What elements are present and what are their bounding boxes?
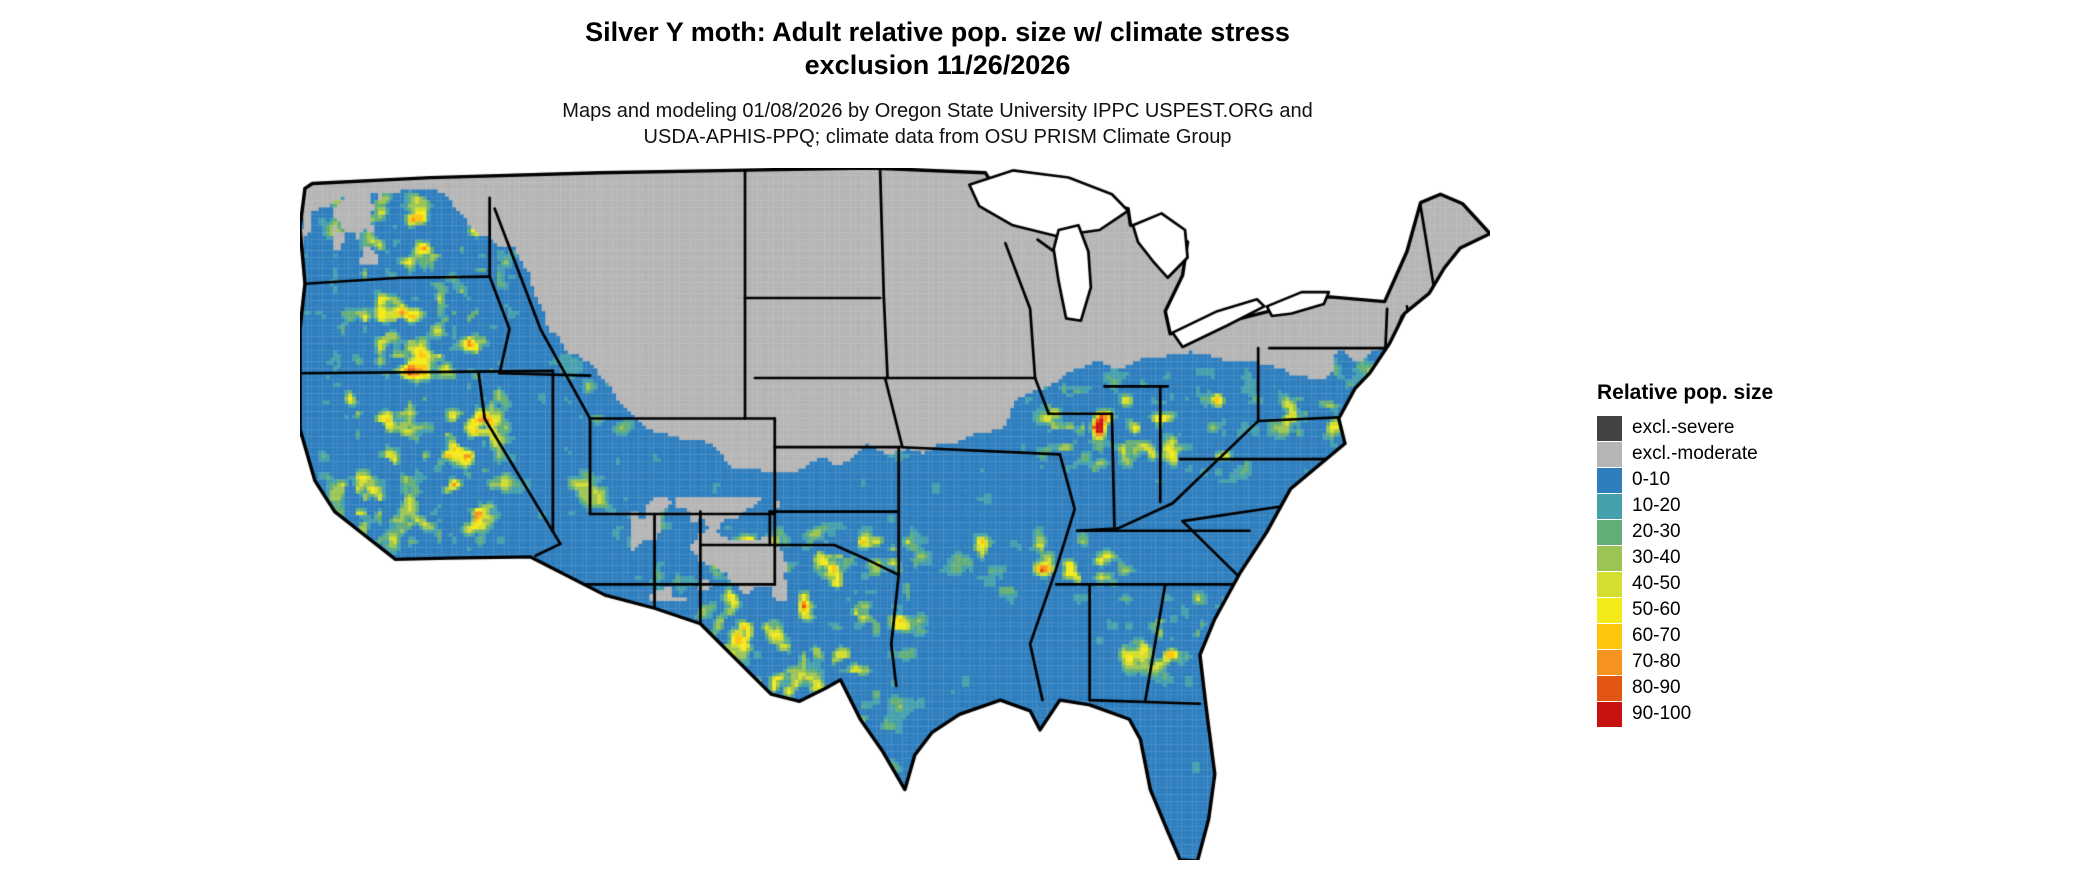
legend-items: excl.-severe excl.-moderate 0-10 10-20 20-30… (1597, 415, 1773, 727)
legend-swatch (1597, 441, 1622, 467)
legend-item: excl.-moderate (1597, 441, 1773, 467)
legend-swatch (1597, 493, 1622, 519)
legend-item: 80-90 (1597, 675, 1773, 701)
legend-swatch (1597, 415, 1622, 441)
legend-swatch (1597, 649, 1622, 675)
legend-item: 50-60 (1597, 597, 1773, 623)
map-legend: Relative pop. size excl.-severe excl.-mod… (1597, 381, 1773, 727)
legend-swatch (1597, 675, 1622, 701)
figure-subtitle-line2: USDA-APHIS-PPQ; climate data from OSU PR… (643, 125, 1232, 148)
figure-title-line1: Silver Y moth: Adult relative pop. size … (585, 17, 1290, 47)
legend-label: 20-30 (1632, 521, 1681, 542)
legend-label: 90-100 (1632, 703, 1692, 724)
legend-item: 40-50 (1597, 571, 1773, 597)
legend-swatch (1597, 701, 1622, 727)
legend-item: 20-30 (1597, 519, 1773, 545)
legend-label: excl.-severe (1632, 417, 1735, 438)
legend-swatch (1597, 519, 1622, 545)
legend-label: excl.-moderate (1632, 443, 1758, 464)
legend-swatch (1597, 571, 1622, 597)
legend-item: 60-70 (1597, 623, 1773, 649)
legend-item: 70-80 (1597, 649, 1773, 675)
figure-header: Silver Y moth: Adult relative pop. size … (0, 16, 1875, 150)
legend-item: excl.-severe (1597, 415, 1773, 441)
legend-swatch (1597, 467, 1622, 493)
legend-label: 0-10 (1632, 469, 1671, 490)
legend-label: 80-90 (1632, 677, 1681, 698)
figure-subtitle-line1: Maps and modeling 01/08/2026 by Oregon S… (562, 99, 1313, 122)
legend-item: 10-20 (1597, 493, 1773, 519)
legend-label: 30-40 (1632, 547, 1681, 568)
legend-label: 10-20 (1632, 495, 1681, 516)
legend-label: 40-50 (1632, 573, 1681, 594)
legend-swatch (1597, 623, 1622, 649)
legend-item: 30-40 (1597, 545, 1773, 571)
map-container (300, 168, 1490, 860)
legend-item: 0-10 (1597, 467, 1773, 493)
figure-title: Silver Y moth: Adult relative pop. size … (0, 16, 1875, 82)
legend-title: Relative pop. size (1597, 381, 1774, 404)
legend-swatch (1597, 597, 1622, 623)
figure-title-line2: exclusion 11/26/2026 (804, 49, 1071, 80)
us-map-canvas (300, 168, 1490, 860)
legend-item: 90-100 (1597, 701, 1773, 727)
figure-subtitle: Maps and modeling 01/08/2026 by Oregon S… (0, 98, 1875, 150)
legend-label: 50-60 (1632, 599, 1681, 620)
legend-label: 60-70 (1632, 625, 1681, 646)
legend-label: 70-80 (1632, 651, 1681, 672)
legend-swatch (1597, 545, 1622, 571)
